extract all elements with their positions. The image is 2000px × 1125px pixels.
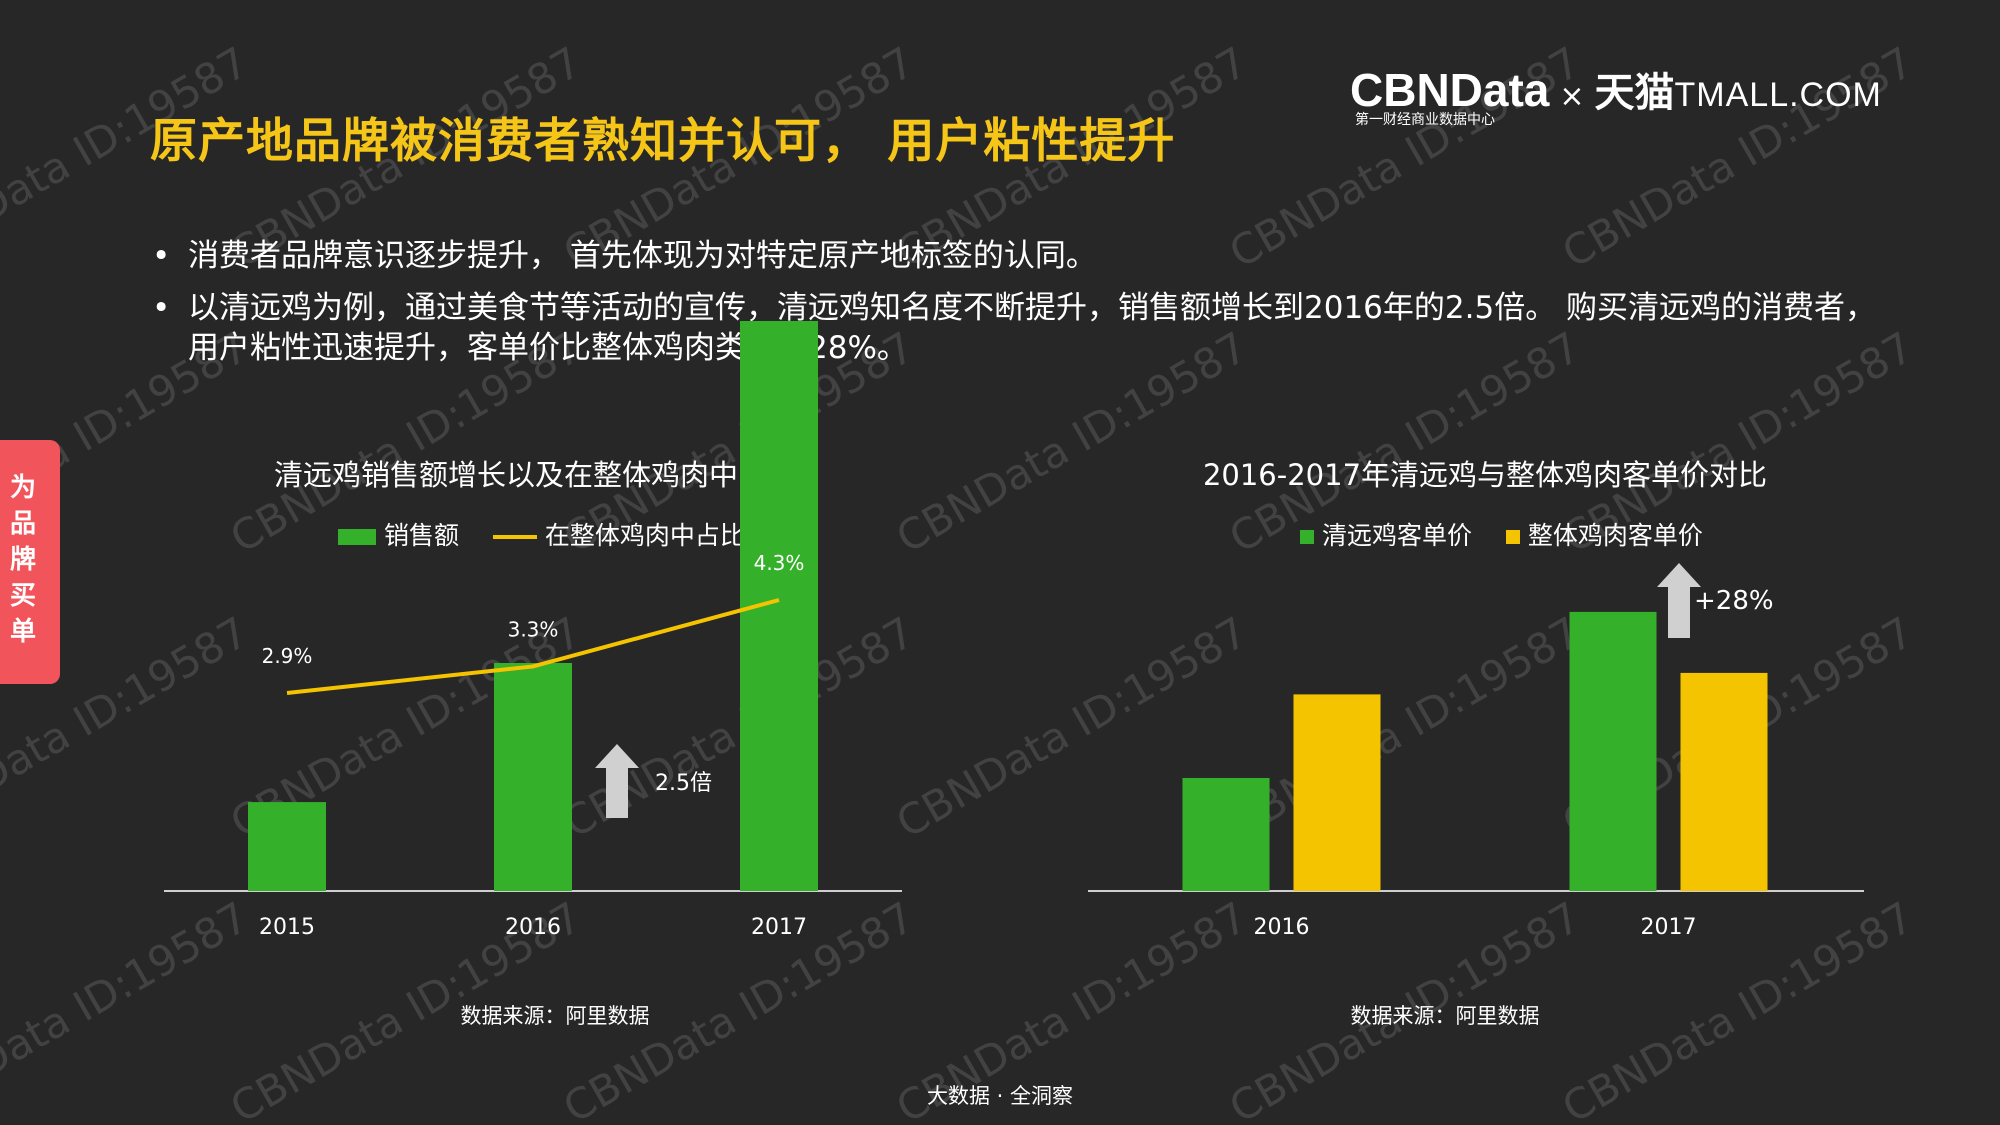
x-tick-label: 2016	[505, 915, 561, 940]
arrow-up-icon	[595, 744, 639, 818]
legend-label: 清远鸡客单价	[1321, 521, 1472, 550]
bullet-dot: •	[152, 290, 171, 326]
bar	[494, 663, 572, 891]
side-tab-label: 为品牌买单	[9, 473, 36, 647]
legend-swatch-line	[492, 535, 537, 539]
x-tick-label: 2017	[1641, 915, 1697, 940]
x-tick-label: 2016	[1254, 915, 1310, 940]
logo-tmall-cn: 天猫	[1594, 70, 1675, 116]
logo-subtitle: 第一财经商业数据中心	[1355, 112, 1495, 128]
bullet-text: 消费者品牌意识逐步提升， 首先体现为对特定原产地标签的认同。	[188, 238, 1097, 274]
footer-slogan: 大数据 · 全洞察	[926, 1084, 1074, 1108]
chart2-source: 数据来源：阿里数据	[1350, 1004, 1540, 1028]
legend-label: 整体鸡肉客单价	[1527, 521, 1703, 550]
x-tick-label: 2015	[259, 915, 315, 940]
logo: CBNData × 天猫TMALL.COM	[1350, 60, 1882, 118]
data-label: 4.3%	[754, 551, 805, 575]
legend-swatch-bar	[338, 529, 376, 545]
bar-overall	[1680, 672, 1768, 891]
page-title: 原产地品牌被消费者熟知并认可， 用户粘性提升	[150, 114, 1176, 169]
bar-qingyuan	[1569, 611, 1657, 891]
data-label: 2.9%	[262, 644, 313, 668]
logo-cbndata: CBNData	[1350, 64, 1550, 116]
data-label: 3.3%	[508, 617, 559, 641]
chart2-title: 2016-2017年清远鸡与整体鸡肉客单价对比	[1202, 458, 1768, 492]
annotation-label: 2.5倍	[655, 771, 712, 796]
bar-overall	[1293, 694, 1381, 891]
legend-swatch-yellow	[1505, 530, 1520, 544]
logo-times: ×	[1559, 79, 1585, 114]
chart1-plot: 2015 2016 2017 2.9% 3.3% 4.3% 2.5倍	[164, 321, 902, 940]
bar	[248, 802, 326, 891]
x-tick-label: 2017	[751, 915, 807, 940]
bullet-item: • 消费者品牌意识逐步提升， 首先体现为对特定原产地标签的认同。	[150, 236, 1880, 276]
side-tab: 为品牌买单	[0, 440, 60, 684]
arrow-up-icon	[1657, 563, 1701, 638]
legend-label: 在整体鸡肉中占比	[544, 521, 745, 550]
legend-label: 销售额	[383, 521, 459, 550]
legend-swatch-green	[1300, 530, 1314, 544]
chart1-legend: 销售额 在整体鸡肉中占比	[338, 516, 745, 552]
chart1-source: 数据来源：阿里数据	[460, 1004, 650, 1028]
logo-tmall-en: TMALL.COM	[1674, 76, 1882, 114]
chart2-plot: 2016 2017 +28%	[1088, 563, 1864, 940]
bar-qingyuan	[1182, 778, 1270, 891]
series-line	[286, 598, 780, 695]
bullet-dot: •	[152, 238, 171, 274]
chart2-legend: 清远鸡客单价 整体鸡肉客单价	[1300, 516, 1703, 552]
annotation-label: +28%	[1694, 586, 1774, 616]
chart1-title: 清远鸡销售额增长以及在整体鸡肉中占比	[273, 458, 796, 492]
